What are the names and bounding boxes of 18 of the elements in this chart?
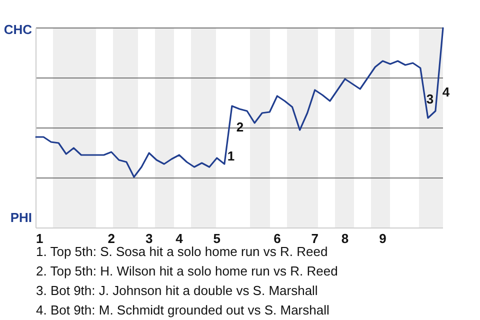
x-tick-label: 6	[274, 231, 281, 246]
text: 3. Bot 9th: J. Johnson hit a double vs S. Marshall	[36, 283, 318, 298]
x-tick-label: 4	[176, 231, 184, 246]
x-tick-label: 3	[145, 231, 153, 246]
x-tick-label: 7	[311, 231, 318, 246]
x-tick-label: 1	[36, 231, 44, 246]
text: CHC	[4, 22, 33, 37]
text: 2. Top 5th: H. Wilson hit a solo home run vs R. Reed	[36, 264, 338, 278]
annotation: 1	[227, 148, 235, 164]
annotation: 4	[442, 84, 450, 100]
x-tick-label: 8	[341, 231, 349, 246]
x-tick-label: 9	[379, 231, 386, 246]
text: 4. Bot 9th: M. Schmidt grounded out vs S. Marshall	[36, 302, 330, 318]
text: 1. Top 5th: S. Sosa hit a solo home run vs R. Reed	[36, 244, 328, 259]
annotation: 3	[426, 91, 434, 106]
text: PHI	[10, 210, 32, 225]
x-tick-label: 2	[108, 231, 115, 246]
x-tick-label: 5	[213, 231, 221, 246]
